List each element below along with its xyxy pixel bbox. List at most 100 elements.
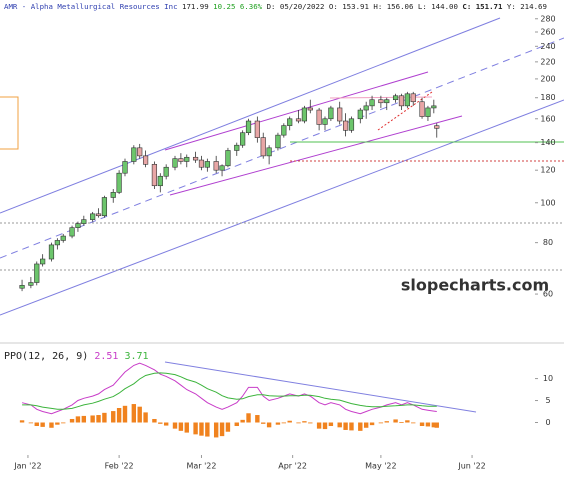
y-tick-label: 260: [540, 28, 555, 37]
candle-body: [172, 158, 178, 168]
x-tick-label: Feb '22: [105, 462, 134, 471]
candle-body: [90, 213, 96, 220]
histogram-bar: [19, 420, 25, 423]
histogram-bar: [122, 405, 128, 423]
histogram-bar: [75, 416, 81, 423]
y-tick-label: 180: [540, 93, 555, 102]
histogram-bar: [287, 420, 292, 423]
y-tick-label: 280: [540, 14, 555, 23]
candle-body: [254, 120, 260, 138]
x-tick-label: Apr '22: [278, 462, 307, 471]
y-tick-label: 10: [543, 374, 553, 383]
histogram-bar: [302, 421, 307, 423]
candle-body: [398, 95, 405, 107]
histogram-bar: [369, 422, 375, 426]
candle-body: [363, 105, 369, 111]
histogram-bar: [81, 415, 87, 423]
histogram-bar: [219, 422, 225, 437]
candle-body: [40, 258, 46, 265]
candle-body: [198, 159, 205, 168]
histogram-bar: [152, 418, 157, 423]
candle-body: [434, 125, 440, 129]
candle-body: [95, 213, 102, 217]
histogram-bar: [116, 408, 122, 423]
candle-body: [81, 219, 87, 224]
histogram-bar: [308, 422, 313, 424]
candle-body: [60, 235, 66, 241]
candle-body: [245, 120, 252, 134]
candle-body: [337, 107, 343, 122]
candle-body: [240, 132, 246, 146]
histogram-bar: [275, 422, 281, 425]
x-tick-label: Mar '22: [186, 462, 216, 471]
candle-body: [431, 105, 437, 109]
histogram-bar: [111, 411, 116, 423]
histogram-bar: [419, 422, 425, 427]
y-tick-label: 220: [540, 57, 555, 66]
histogram-bar: [40, 422, 45, 427]
histogram-bar: [384, 421, 389, 423]
histogram-bar: [199, 422, 204, 436]
candle-body: [137, 147, 143, 157]
candle-body: [404, 93, 410, 107]
candle-body: [163, 166, 169, 177]
histogram-bar: [34, 422, 39, 427]
candle-body: [192, 156, 199, 161]
channel-upper: [0, 17, 501, 214]
histogram-bar: [96, 415, 101, 423]
histogram-bar: [102, 412, 107, 423]
candle-body: [316, 109, 322, 125]
histogram-bar: [205, 422, 210, 437]
candle-body: [157, 175, 163, 187]
candle-body: [378, 99, 384, 104]
candle-body: [425, 107, 431, 117]
histogram-bar: [255, 415, 260, 423]
candle-body: [151, 164, 158, 187]
candle-body: [234, 144, 240, 151]
histogram-bar: [240, 419, 245, 423]
histogram-bar: [266, 422, 272, 428]
histogram-bar: [378, 422, 384, 424]
candle-body: [322, 118, 328, 125]
histogram-bar: [399, 422, 404, 423]
trendlines: [0, 17, 564, 413]
y-tick-label: 60: [543, 290, 553, 299]
histogram-bar: [158, 422, 163, 424]
candle-body: [295, 118, 302, 122]
candle-body: [178, 158, 184, 162]
histogram-bar: [178, 422, 184, 431]
y-tick-label: 5: [545, 396, 550, 405]
histogram-bar: [363, 422, 369, 428]
candle-body: [260, 137, 266, 157]
candle-body: [342, 120, 349, 131]
histogram-bar: [316, 422, 322, 429]
candle-body: [357, 109, 363, 120]
indicator-label: PPO(12, 26, 9) 2.51 3.71: [4, 351, 149, 362]
histogram-bar: [90, 415, 95, 423]
histogram-bar: [434, 422, 439, 428]
y-tick-label: 140: [540, 138, 555, 147]
y-tick-label: 200: [540, 74, 555, 83]
candle-body: [392, 95, 399, 101]
candle-body: [287, 118, 293, 126]
histogram-bar: [55, 422, 60, 425]
histogram-bar: [322, 422, 328, 430]
candle-body: [28, 282, 34, 286]
indicator-line: [22, 372, 437, 410]
histogram-bar: [393, 419, 398, 423]
candle-body: [19, 285, 25, 289]
histogram-bar: [137, 406, 142, 423]
x-tick-label: Jan '22: [13, 462, 41, 471]
histogram-bar: [163, 422, 169, 426]
histogram-bar: [281, 422, 287, 424]
candle-body: [213, 161, 219, 171]
candle-body: [69, 227, 75, 237]
wedge-upper: [164, 71, 429, 151]
histogram-bar: [28, 422, 34, 424]
y-tick-label: 100: [540, 198, 555, 207]
orange-box: [0, 96, 19, 150]
candle-body: [184, 156, 190, 162]
y-tick-label: 160: [540, 114, 555, 123]
